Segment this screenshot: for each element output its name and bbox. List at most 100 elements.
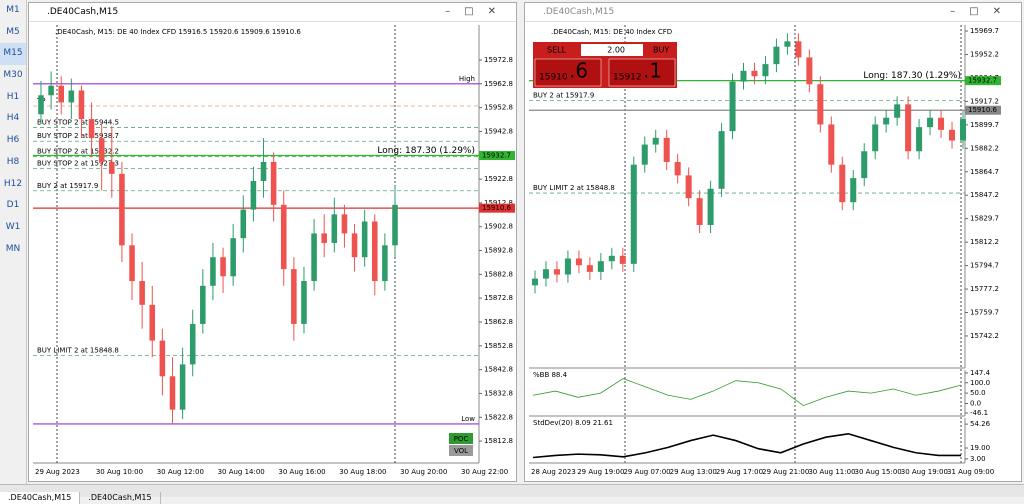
sell-button[interactable]: SELL bbox=[547, 46, 567, 55]
candle-body bbox=[784, 41, 791, 47]
y-tick-label: 50.0 bbox=[970, 389, 986, 397]
candle-body bbox=[38, 95, 44, 115]
candle-body bbox=[220, 257, 226, 277]
candle-body bbox=[179, 364, 186, 410]
candle-body bbox=[371, 221, 378, 282]
timeframe-button[interactable]: D1 bbox=[6, 200, 20, 211]
bid-price-tail: .6 bbox=[569, 59, 588, 83]
lots-value: 2.00 bbox=[607, 46, 625, 55]
candle-body bbox=[109, 161, 115, 174]
candle-body bbox=[291, 269, 297, 324]
candle-body bbox=[48, 85, 54, 96]
candle-body bbox=[361, 221, 368, 258]
timeframe-button[interactable]: MN bbox=[5, 243, 21, 254]
candle-body bbox=[619, 255, 626, 264]
y-tick-label: 15777.2 bbox=[970, 285, 999, 293]
candle-body bbox=[663, 137, 670, 162]
candle-body bbox=[98, 138, 105, 162]
x-tick-label: 31 Aug 09:00 bbox=[947, 468, 994, 476]
candle-body bbox=[331, 214, 338, 243]
x-tick-label: 30 Aug 14:00 bbox=[218, 468, 265, 476]
y-tick-label: 0.0 bbox=[970, 399, 981, 407]
candle-body bbox=[762, 64, 769, 77]
candle-body bbox=[674, 161, 681, 176]
timeframe-button[interactable]: H12 bbox=[3, 178, 23, 189]
candle-body bbox=[817, 84, 824, 125]
chart-window: .DE40Cash,M15 –□✕ .DE40Cash, M15: DE 40 I… bbox=[28, 2, 517, 482]
candle-body bbox=[608, 255, 615, 262]
level-label: BUY 2 at 15917.9 bbox=[37, 182, 98, 190]
window-controls[interactable]: –□✕ bbox=[445, 6, 510, 17]
level-label: Long: 187.30 (1.29%) bbox=[377, 146, 475, 156]
level-label: BUY STOP 2 at 15944.5 bbox=[37, 118, 119, 126]
level-label: BUY STOP 2 at 15927.3 bbox=[37, 159, 119, 167]
y-tick-label: 15822.8 bbox=[484, 413, 513, 421]
level-label: Low bbox=[461, 415, 475, 423]
candle-body bbox=[169, 376, 176, 410]
level-label: BUY 2 at 15917.9 bbox=[533, 91, 594, 99]
candle-body bbox=[542, 269, 549, 279]
candle-body bbox=[652, 137, 659, 145]
ask-price-tail: .1 bbox=[643, 59, 662, 83]
toggle-button[interactable] bbox=[449, 433, 473, 444]
level-label: High bbox=[459, 75, 475, 83]
timeframe-button[interactable]: W1 bbox=[5, 221, 21, 232]
y-tick-label: 15882.8 bbox=[484, 270, 513, 278]
y-tick-label: 15952.8 bbox=[484, 104, 513, 112]
candle-body bbox=[641, 144, 648, 165]
candle-body bbox=[270, 161, 277, 205]
x-tick-label: 30 Aug 10:00 bbox=[96, 468, 143, 476]
candle-body bbox=[311, 233, 317, 282]
candle-body bbox=[751, 70, 758, 77]
candle-body bbox=[883, 117, 890, 125]
timeframe-button[interactable]: H1 bbox=[6, 91, 20, 102]
x-tick-label: 29 Aug 21:00 bbox=[762, 468, 809, 476]
candle-body bbox=[189, 323, 196, 365]
x-tick-label: 30 Aug 18:00 bbox=[339, 468, 386, 476]
candle-body bbox=[575, 258, 582, 266]
price-tag bbox=[479, 203, 515, 213]
candle-body bbox=[795, 41, 802, 58]
candle-body bbox=[119, 173, 125, 246]
timeframe-button[interactable]: M15 bbox=[0, 43, 26, 66]
chart-tab[interactable]: .DE40Cash,M15 bbox=[0, 492, 81, 504]
chart-info: .DE40Cash, M15: DE 40 Index CFD bbox=[551, 28, 672, 36]
level-label: Long: 187.30 (1.29%) bbox=[863, 71, 961, 81]
timeframe-button[interactable]: M1 bbox=[6, 5, 20, 15]
y-tick-label: 15969.7 bbox=[970, 27, 999, 35]
y-tick-label: 15952.2 bbox=[970, 50, 999, 58]
candle-body bbox=[392, 204, 398, 246]
y-tick-label: 15902.8 bbox=[484, 223, 513, 231]
candle-body bbox=[301, 281, 307, 324]
candle-body bbox=[740, 70, 747, 82]
candle-body bbox=[351, 233, 358, 258]
timeframe-button[interactable]: M5 bbox=[6, 26, 20, 37]
y-tick-label: 15832.8 bbox=[484, 389, 513, 397]
y-tick-label: 15759.7 bbox=[970, 309, 999, 317]
y-tick-label: 15829.7 bbox=[970, 215, 999, 223]
candle-body bbox=[597, 261, 604, 272]
candle-body bbox=[564, 258, 571, 275]
indicator-label: StdDev(20) 8.09 21.61 bbox=[533, 419, 613, 427]
timeframe-button[interactable]: H8 bbox=[6, 156, 20, 167]
price-tag-label: 15932.7 bbox=[482, 152, 511, 160]
y-tick-label: 15847.2 bbox=[970, 191, 999, 199]
price-tag-label: 15932.7 bbox=[968, 77, 997, 85]
window-controls[interactable]: –□✕ bbox=[950, 6, 1015, 17]
timeframe-button[interactable]: M30 bbox=[3, 70, 23, 81]
y-tick-label: 15842.8 bbox=[484, 366, 513, 374]
buy-button[interactable]: BUY bbox=[653, 46, 669, 55]
candle-body bbox=[68, 90, 75, 103]
chart: .DE40Cash, M15: DE 40 Index CFD 15916.5 … bbox=[33, 25, 515, 476]
candle-body bbox=[78, 90, 85, 120]
price-tag-label: 15910.6 bbox=[968, 106, 997, 114]
timeframe-button[interactable]: H4 bbox=[6, 113, 20, 124]
lots-box bbox=[581, 44, 643, 56]
candle-body bbox=[839, 164, 846, 203]
y-tick-label: 15962.8 bbox=[484, 80, 513, 88]
window-title: .DE40Cash,M15 bbox=[47, 7, 119, 17]
chart-tab[interactable]: .DE40Cash,M15 bbox=[80, 492, 161, 504]
toggle-button[interactable] bbox=[449, 445, 473, 456]
timeframe-button[interactable]: H6 bbox=[6, 135, 20, 146]
candle-body bbox=[553, 269, 560, 275]
